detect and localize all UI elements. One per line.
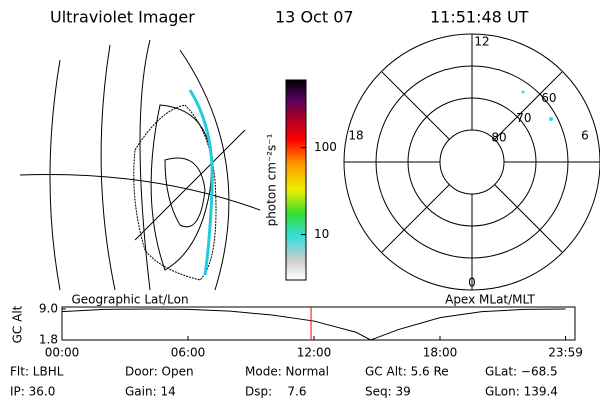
x-tick-label: 18:00 <box>423 346 458 360</box>
info-field: Door: Open <box>125 365 194 379</box>
ring-label: 60 <box>541 91 556 105</box>
info-field: GLon: 139.4 <box>485 385 558 399</box>
info-field: Seq: 39 <box>365 385 411 399</box>
x-tick-label: 06:00 <box>171 346 206 360</box>
info-field: Gain: 14 <box>125 385 176 399</box>
info-field: GLat: −68.5 <box>485 365 558 379</box>
info-field: GC Alt: 5.6 Re <box>365 365 449 379</box>
y-axis-label: GC Alt <box>11 305 25 343</box>
globe <box>19 39 261 291</box>
hour-label: 0 <box>468 276 476 290</box>
info-field: Mode: Normal <box>245 365 329 379</box>
y-tick-label: 1.8 <box>39 333 58 347</box>
panel-label: Geographic Lat/Lon <box>71 293 188 307</box>
aurora-spot <box>549 117 553 121</box>
ring-label: 70 <box>516 111 531 125</box>
y-tick-label: 9.0 <box>39 302 58 316</box>
ring <box>439 129 505 195</box>
time: 11:51:48 UT <box>430 8 529 27</box>
info-field: Flt: LBHL <box>10 365 64 379</box>
ring <box>375 65 569 259</box>
tick-label: 100 <box>314 140 337 154</box>
aurora-spot <box>521 90 525 94</box>
hour-label: 18 <box>348 129 363 143</box>
colorbar-label: photon cm⁻²s⁻¹ <box>265 133 279 226</box>
hour-label: 6 <box>581 129 589 143</box>
ring <box>407 97 537 227</box>
hour-label: 12 <box>474 35 489 49</box>
tick-label: 10 <box>314 227 329 241</box>
info-field: IP: 36.0 <box>10 385 55 399</box>
panel-label: Apex MLat/MLT <box>445 293 535 307</box>
x-tick-label: 23:59 <box>548 346 583 360</box>
info-field: Dsp: 7.6 <box>245 385 307 399</box>
altitude-line <box>61 308 566 341</box>
date: 13 Oct 07 <box>275 8 354 27</box>
x-tick-label: 00:00 <box>45 346 80 360</box>
x-tick-label: 12:00 <box>297 346 332 360</box>
title: Ultraviolet Imager <box>50 8 195 27</box>
ring-label: 80 <box>491 131 506 145</box>
plot-frame <box>61 306 576 341</box>
colorbar <box>285 79 307 281</box>
